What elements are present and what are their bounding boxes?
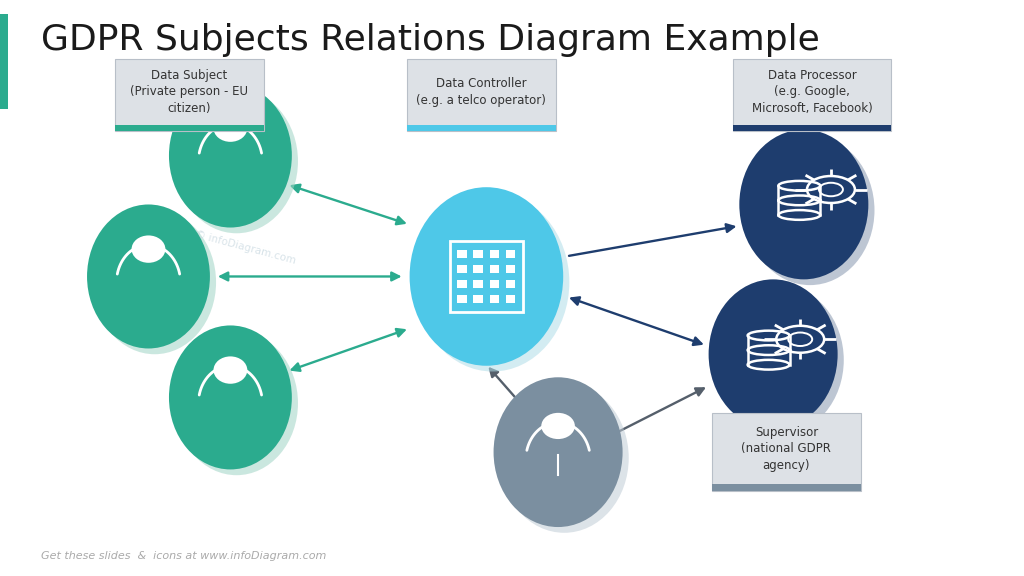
FancyBboxPatch shape: [713, 484, 860, 491]
FancyBboxPatch shape: [489, 265, 500, 272]
Ellipse shape: [214, 115, 248, 142]
Ellipse shape: [745, 135, 874, 285]
FancyBboxPatch shape: [458, 281, 467, 288]
FancyBboxPatch shape: [0, 14, 8, 109]
Ellipse shape: [169, 325, 292, 469]
FancyBboxPatch shape: [407, 124, 555, 131]
Ellipse shape: [214, 357, 248, 384]
FancyBboxPatch shape: [506, 281, 515, 288]
FancyBboxPatch shape: [473, 250, 483, 257]
FancyBboxPatch shape: [473, 265, 483, 272]
FancyBboxPatch shape: [473, 281, 483, 288]
FancyBboxPatch shape: [458, 265, 467, 272]
Ellipse shape: [416, 193, 569, 372]
FancyBboxPatch shape: [506, 250, 515, 257]
FancyBboxPatch shape: [473, 295, 483, 303]
Ellipse shape: [494, 377, 623, 527]
FancyBboxPatch shape: [407, 59, 555, 131]
Text: GDPR Subjects Relations Diagram Example: GDPR Subjects Relations Diagram Example: [41, 23, 819, 57]
Ellipse shape: [175, 331, 298, 475]
Text: Get these slides  &  icons at www.infoDiagram.com: Get these slides & icons at www.infoDiag…: [41, 551, 327, 561]
Ellipse shape: [542, 413, 574, 439]
FancyBboxPatch shape: [115, 59, 264, 131]
FancyBboxPatch shape: [506, 265, 515, 272]
FancyBboxPatch shape: [458, 250, 467, 257]
FancyBboxPatch shape: [489, 281, 500, 288]
Ellipse shape: [709, 279, 838, 429]
FancyBboxPatch shape: [506, 295, 515, 303]
Ellipse shape: [500, 383, 629, 533]
Text: Supervisor
(national GDPR
agency): Supervisor (national GDPR agency): [741, 426, 831, 472]
Text: Data Subject
(Private person - EU
citizen): Data Subject (Private person - EU citize…: [130, 69, 249, 115]
Text: Data Controller
(e.g. a telco operator): Data Controller (e.g. a telco operator): [417, 77, 546, 107]
Ellipse shape: [93, 210, 216, 354]
Ellipse shape: [715, 285, 844, 435]
FancyBboxPatch shape: [115, 124, 264, 131]
FancyBboxPatch shape: [489, 250, 500, 257]
FancyBboxPatch shape: [733, 59, 891, 131]
FancyBboxPatch shape: [733, 124, 891, 131]
FancyBboxPatch shape: [458, 295, 467, 303]
FancyBboxPatch shape: [713, 414, 860, 491]
Text: © infoDiagram.com: © infoDiagram.com: [195, 229, 297, 266]
Ellipse shape: [410, 187, 563, 366]
Ellipse shape: [131, 236, 165, 263]
FancyBboxPatch shape: [489, 295, 500, 303]
Ellipse shape: [175, 89, 298, 233]
Ellipse shape: [739, 130, 868, 279]
Text: Data Processor
(e.g. Google,
Microsoft, Facebook): Data Processor (e.g. Google, Microsoft, …: [752, 69, 872, 115]
Ellipse shape: [169, 84, 292, 228]
Text: © infoDiagram.com: © infoDiagram.com: [461, 229, 563, 266]
Ellipse shape: [87, 204, 210, 348]
